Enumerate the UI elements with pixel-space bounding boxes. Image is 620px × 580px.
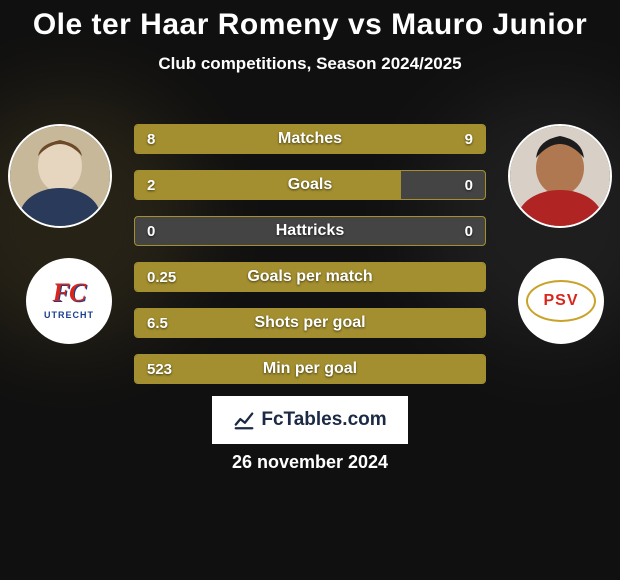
stat-row: 0 0Hattricks [134, 216, 486, 246]
date-text: 26 november 2024 [0, 452, 620, 473]
stat-left-fill [135, 171, 401, 199]
avatar-placeholder-icon [510, 126, 610, 226]
brand-chart-icon [233, 409, 255, 431]
stat-left-fill [135, 125, 300, 153]
stat-value-left: 2 [147, 171, 155, 199]
stat-row: 523Min per goal [134, 354, 486, 384]
stat-value-left: 523 [147, 355, 172, 383]
stat-row: 20Goals [134, 170, 486, 200]
stat-value-left: 0 [147, 217, 155, 245]
player-left-name: Ole ter Haar Romeny [33, 8, 339, 41]
player-left-avatar [8, 124, 112, 228]
club-left-badge: FC UTRECHT [26, 258, 112, 344]
player-right-name: Mauro Junior [391, 8, 587, 41]
avatar-placeholder-icon [10, 126, 110, 226]
stat-value-left: 0.25 [147, 263, 176, 291]
club-right-badge: PSV [518, 258, 604, 344]
stat-value-right: 9 [465, 125, 473, 153]
player-right-avatar [508, 124, 612, 228]
stat-left-fill [135, 263, 485, 291]
stat-value-right: 0 [465, 171, 473, 199]
title-vs: vs [348, 8, 382, 41]
club-left-text: FC [53, 278, 86, 307]
stat-label: Hattricks [135, 217, 485, 245]
stat-value-left: 8 [147, 125, 155, 153]
stat-value-left: 6.5 [147, 309, 168, 337]
subtitle: Club competitions, Season 2024/2025 [0, 54, 620, 74]
stat-left-fill [135, 309, 485, 337]
stat-right-fill [300, 125, 486, 153]
club-right-text: PSV [526, 280, 596, 322]
stat-row: 89Matches [134, 124, 486, 154]
stat-row: 0.25Goals per match [134, 262, 486, 292]
club-left-sub: UTRECHT [44, 310, 94, 320]
brand-box: FcTables.com [212, 396, 408, 444]
page-title: Ole ter Haar Romeny vs Mauro Junior [0, 0, 620, 42]
stat-row: 6.5Shots per goal [134, 308, 486, 338]
stat-left-fill [135, 355, 485, 383]
brand-text: FcTables.com [261, 409, 386, 431]
stats-comparison: 89Matches20Goals00Hattricks0.25Goals per… [134, 124, 486, 400]
stat-value-right: 0 [465, 217, 473, 245]
